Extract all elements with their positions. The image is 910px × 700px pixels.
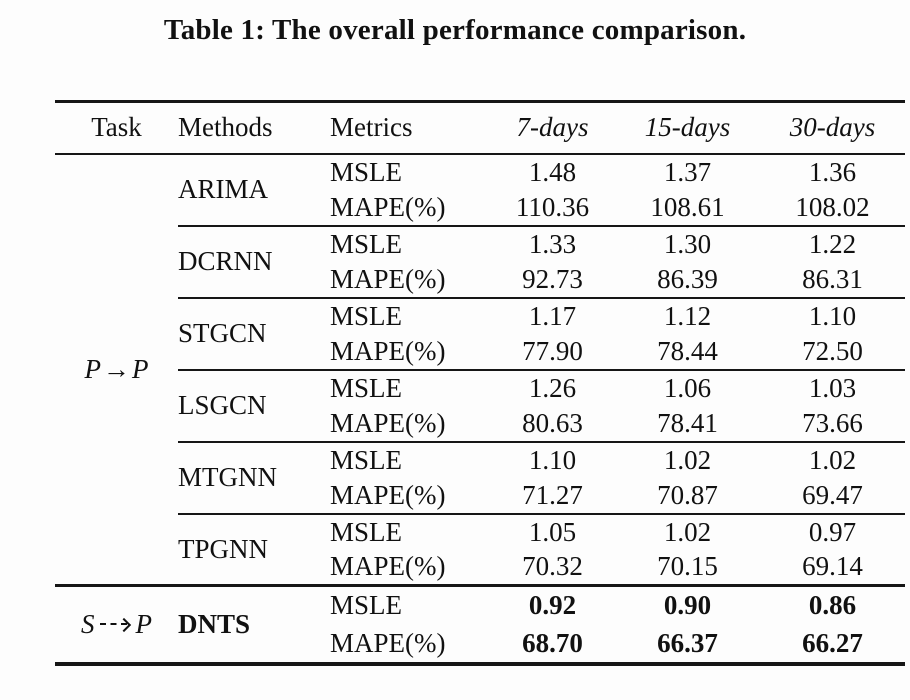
value-cell: 78.44 — [615, 333, 760, 371]
task-cell-pp: P→P — [55, 153, 178, 587]
table-row: STGCN MSLE 1.17 1.12 1.10 — [55, 297, 905, 371]
value-cell: 69.14 — [760, 549, 905, 587]
value-cell: 0.97 — [808, 516, 857, 547]
value-cell: 70.32 — [490, 549, 615, 587]
metric-cell: MSLE — [330, 516, 403, 547]
performance-table: Task Methods Metrics 7-days 15-days 30-d… — [55, 100, 905, 666]
value-cell: 1.30 — [663, 228, 712, 259]
dashed-right-arrow-icon — [99, 616, 131, 633]
value-cell: 1.48 — [528, 156, 577, 187]
value-cell: 1.05 — [528, 516, 577, 547]
header-metrics: Metrics — [330, 101, 490, 155]
value-cell: 86.39 — [615, 261, 760, 299]
value-cell: 108.61 — [615, 189, 760, 227]
table-row: MAPE(%) 68.70 66.37 66.27 — [55, 624, 905, 666]
table-row: MAPE(%) 77.90 78.44 72.50 — [55, 333, 905, 371]
metric-cell: MAPE(%) — [330, 261, 490, 299]
value-cell: 80.63 — [490, 405, 615, 443]
value-cell: 1.10 — [528, 444, 577, 475]
method-cell: MTGNN — [178, 441, 330, 515]
metric-cell: MSLE — [330, 300, 403, 331]
value-cell: 0.86 — [808, 590, 857, 621]
metric-cell: MAPE(%) — [330, 189, 490, 227]
value-cell: 1.02 — [663, 444, 712, 475]
value-cell: 0.90 — [663, 590, 712, 621]
table-row: MAPE(%) 80.63 78.41 73.66 — [55, 405, 905, 443]
metric-cell: MAPE(%) — [330, 333, 490, 371]
value-cell: 71.27 — [490, 477, 615, 515]
header-30days: 30-days — [760, 101, 905, 155]
header-task: Task — [55, 101, 178, 155]
value-cell: 1.12 — [663, 300, 712, 331]
metric-cell: MSLE — [330, 372, 403, 403]
table-caption: Table 1: The overall performance compari… — [163, 14, 747, 46]
value-cell: 66.37 — [615, 624, 760, 666]
task-from: S — [81, 608, 95, 639]
metric-cell: MAPE(%) — [330, 549, 490, 587]
method-cell: DCRNN — [178, 225, 330, 299]
value-cell: 1.36 — [808, 156, 857, 187]
metric-cell: MSLE — [330, 228, 403, 259]
value-cell: 108.02 — [760, 189, 905, 227]
metric-cell: MAPE(%) — [330, 405, 490, 443]
header-7days: 7-days — [490, 101, 615, 155]
table-row: MAPE(%) 71.27 70.87 69.47 — [55, 477, 905, 515]
metric-cell: MAPE(%) — [330, 624, 490, 666]
value-cell: 1.02 — [808, 444, 857, 475]
table-row: MTGNN MSLE 1.10 1.02 1.02 — [55, 441, 905, 515]
value-cell: 1.02 — [663, 516, 712, 547]
value-cell: 77.90 — [490, 333, 615, 371]
header-methods: Methods — [178, 101, 330, 155]
method-cell: DNTS — [178, 585, 330, 666]
value-cell: 69.47 — [760, 477, 905, 515]
method-cell: LSGCN — [178, 369, 330, 443]
value-cell: 66.27 — [760, 624, 905, 666]
value-cell: 1.33 — [528, 228, 577, 259]
metric-cell: MSLE — [330, 590, 403, 621]
method-cell: ARIMA — [178, 153, 330, 227]
value-cell: 110.36 — [490, 189, 615, 227]
metric-cell: MSLE — [330, 156, 403, 187]
value-cell: 0.92 — [528, 590, 577, 621]
table-row: MAPE(%) 70.32 70.15 69.14 — [55, 549, 905, 587]
right-arrow-icon: → — [103, 353, 130, 384]
table-row: LSGCN MSLE 1.26 1.06 1.03 — [55, 369, 905, 443]
value-cell: 1.26 — [528, 372, 577, 403]
task-from: P — [84, 353, 102, 384]
value-cell: 73.66 — [760, 405, 905, 443]
value-cell: 72.50 — [760, 333, 905, 371]
table-row: DCRNN MSLE 1.33 1.30 1.22 — [55, 225, 905, 299]
value-cell: 1.03 — [808, 372, 857, 403]
header-15days: 15-days — [615, 101, 760, 155]
table-row: MAPE(%) 110.36 108.61 108.02 — [55, 189, 905, 227]
value-cell: 68.70 — [490, 624, 615, 666]
value-cell: 1.37 — [663, 156, 712, 187]
method-cell: TPGNN — [178, 513, 330, 587]
metric-cell: MSLE — [330, 444, 403, 475]
value-cell: 92.73 — [490, 261, 615, 299]
value-cell: 1.06 — [663, 372, 712, 403]
value-cell: 86.31 — [760, 261, 905, 299]
value-cell: 70.15 — [615, 549, 760, 587]
table-row: TPGNN MSLE 1.05 1.02 0.97 — [55, 513, 905, 587]
task-to: P — [132, 353, 149, 384]
table-row: P→P ARIMA MSLE 1.48 1.37 1.36 — [55, 153, 905, 587]
table-row: MAPE(%) 92.73 86.39 86.31 — [55, 261, 905, 299]
value-cell: 1.17 — [528, 300, 577, 331]
value-cell: 1.22 — [808, 228, 857, 259]
value-cell: 70.87 — [615, 477, 760, 515]
value-cell: 78.41 — [615, 405, 760, 443]
metric-cell: MAPE(%) — [330, 477, 490, 515]
header-row: Task Methods Metrics 7-days 15-days 30-d… — [55, 101, 905, 155]
value-cell: 1.10 — [808, 300, 857, 331]
method-cell: STGCN — [178, 297, 330, 371]
task-to: P — [135, 608, 153, 639]
